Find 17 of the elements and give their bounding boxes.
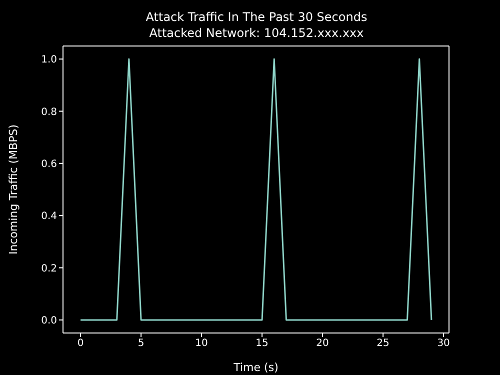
chart-title: Attack Traffic In The Past 30 Seconds	[144, 9, 368, 25]
y-tick-label: 0.4	[41, 211, 57, 222]
x-axis-title: Time (s)	[232, 361, 278, 374]
x-tick-label: 30	[437, 338, 450, 350]
y-tick-label: 1.0	[41, 54, 57, 66]
chart-subtitle: Attacked Network: 104.152.xxx.xxx	[148, 25, 365, 41]
y-tick-label: 0.6	[41, 158, 57, 170]
x-tick-label: 20	[316, 338, 329, 350]
x-tick-label: 10	[195, 338, 208, 350]
x-tick-label: 0	[77, 338, 84, 350]
x-tick-label: 15	[256, 338, 268, 350]
y-tick-label: 0.0	[41, 316, 57, 327]
y-tick-label: 0.2	[41, 263, 57, 274]
x-tick-label: 5	[138, 338, 144, 350]
y-axis-title: Incoming Traffic (MBPS)	[6, 124, 20, 254]
x-tick-label: 25	[376, 338, 390, 350]
y-tick-label: 0.8	[41, 106, 57, 118]
